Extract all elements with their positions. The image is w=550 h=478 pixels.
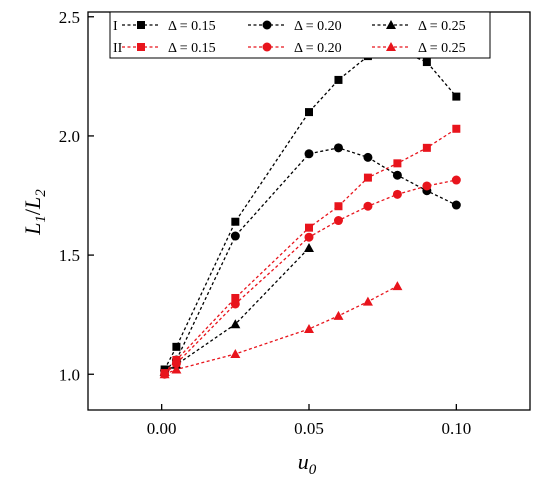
series-line	[164, 128, 457, 374]
data-point	[363, 152, 373, 162]
legend-label: Δ = 0.15	[168, 41, 216, 56]
y-tick-label: 2.5	[59, 8, 80, 27]
data-point	[422, 58, 431, 67]
data-point	[231, 217, 240, 226]
legend-label: Δ = 0.25	[418, 19, 466, 34]
data-point	[393, 159, 402, 168]
series-5	[160, 175, 461, 379]
data-point	[363, 201, 373, 211]
data-point	[452, 124, 461, 133]
series-layer	[159, 46, 461, 379]
legend-group-label: I	[113, 19, 118, 34]
legend-marker	[262, 42, 272, 52]
x-tick-label: 0.00	[147, 419, 177, 438]
data-point	[304, 242, 314, 252]
data-point	[362, 296, 373, 306]
data-point	[231, 293, 240, 302]
data-point	[333, 143, 343, 153]
data-point	[333, 216, 343, 226]
x-tick-label: 0.05	[294, 419, 324, 438]
series-2	[160, 143, 461, 376]
data-point	[392, 281, 403, 291]
data-point	[159, 369, 170, 379]
x-tick-label: 0.10	[441, 419, 471, 438]
series-1	[160, 46, 461, 374]
data-point	[305, 223, 313, 232]
plot-area	[87, 11, 531, 411]
legend-marker	[262, 20, 272, 30]
data-point	[392, 170, 402, 180]
data-point	[304, 149, 314, 159]
data-point	[334, 202, 343, 211]
series-line	[164, 179, 457, 375]
legend-label: Δ = 0.15	[168, 19, 216, 34]
data-point	[230, 299, 240, 309]
legend-marker	[137, 43, 145, 51]
data-point	[422, 181, 432, 191]
data-point	[230, 348, 241, 358]
legend-marker	[386, 20, 396, 29]
legend-group-label: II	[113, 41, 123, 56]
y-axis-label: L1/L2	[20, 189, 49, 236]
data-point	[171, 364, 182, 374]
data-point	[451, 200, 461, 210]
data-point	[172, 342, 181, 351]
legend-label: Δ = 0.25	[418, 41, 466, 56]
series-line	[164, 49, 457, 370]
series-6	[159, 281, 403, 379]
data-point	[333, 310, 344, 320]
series-line	[164, 147, 457, 372]
y-tick-label: 2.0	[59, 127, 80, 146]
data-point	[363, 173, 372, 182]
y-tick-label: 1.0	[59, 365, 80, 384]
data-point	[230, 319, 241, 329]
legend-label: Δ = 0.20	[294, 41, 342, 56]
y-tick-label: 1.5	[59, 246, 80, 265]
data-point	[422, 143, 431, 152]
legend-item: Δ = 0.15	[122, 41, 216, 56]
x-axis-label: u0	[298, 449, 317, 478]
legend-item: Δ = 0.20	[248, 41, 342, 56]
legend-label: Δ = 0.20	[294, 19, 342, 34]
data-point	[171, 359, 181, 369]
legend-item: Δ = 0.20	[248, 19, 342, 34]
axis-ticks: 0.00 0.05 0.10 1.0 1.5 2.0 2.5	[59, 8, 471, 438]
data-point	[304, 232, 314, 242]
legend-marker	[386, 42, 396, 51]
data-point	[334, 75, 343, 84]
legend-box	[109, 11, 491, 59]
legend-item: Δ = 0.25	[372, 19, 466, 34]
plot-frame	[87, 11, 531, 411]
legend-item: Δ = 0.25	[372, 41, 466, 56]
data-point	[451, 175, 461, 185]
series-line	[164, 285, 398, 375]
legend-marker	[137, 21, 145, 29]
data-point	[230, 231, 240, 241]
data-point	[305, 108, 313, 117]
data-point	[304, 323, 314, 333]
legend-item: Δ = 0.15	[122, 19, 216, 34]
data-point	[452, 92, 461, 101]
data-point	[392, 189, 402, 199]
